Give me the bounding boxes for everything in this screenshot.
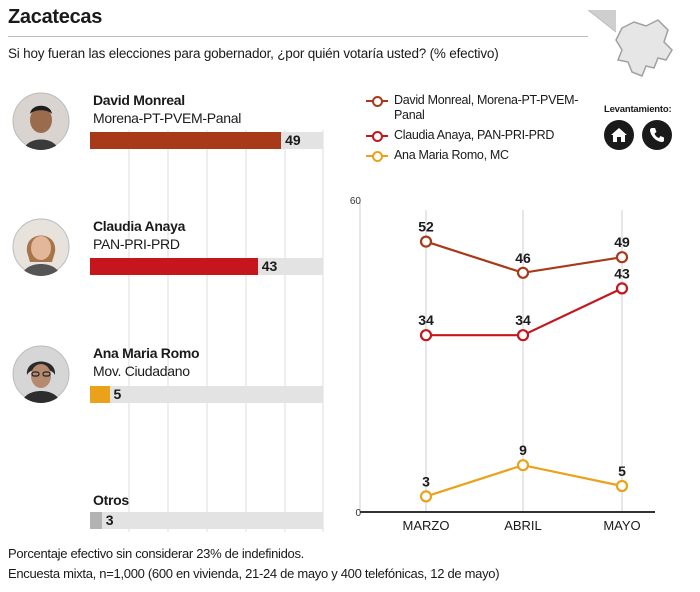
footnote-methodology: Encuesta mixta, n=1,000 (600 en vivienda… — [8, 566, 500, 581]
data-point — [419, 490, 433, 503]
x-tick-label: MAYO — [603, 518, 640, 533]
data-label: 46 — [515, 250, 531, 266]
avatar-claudia-anaya — [12, 218, 70, 276]
x-tick-label: MARZO — [403, 518, 450, 533]
candidate-name-monreal: David Monreal — [93, 92, 185, 108]
data-label: 3 — [422, 473, 430, 489]
legend-swatch-anaya — [366, 131, 388, 142]
page-title: Zacatecas — [8, 6, 103, 28]
survey-question: Si hoy fueran las elecciones para gobern… — [8, 46, 499, 61]
data-point — [615, 282, 629, 295]
data-label: 34 — [418, 312, 434, 328]
candidate-name-anaya: Claudia Anaya — [93, 218, 186, 234]
bar-value-label: 49 — [285, 132, 301, 148]
data-label: 9 — [519, 442, 527, 458]
data-point — [516, 266, 530, 279]
bar-value-label: 43 — [261, 258, 278, 274]
candidate-name-romo: Ana Maria Romo — [93, 345, 200, 361]
data-label: 49 — [614, 234, 630, 250]
data-point — [615, 251, 629, 264]
bar-value-label: 3 — [105, 512, 114, 528]
candidate-party-romo: Mov. Ciudadano — [93, 363, 190, 379]
bar-value-label: 5 — [113, 386, 122, 402]
zacatecas-map-icon — [588, 10, 673, 77]
data-label: 43 — [614, 265, 630, 281]
data-label: 52 — [418, 219, 434, 235]
data-point — [516, 329, 530, 342]
data-point — [615, 479, 629, 493]
footnote-undecided: Porcentaje efectivo sin considerar 23% d… — [8, 546, 304, 561]
y-tick-label: 0 — [355, 508, 361, 519]
data-point — [516, 459, 530, 472]
title-divider — [8, 36, 588, 37]
legend-swatch-monreal — [366, 96, 388, 107]
bar-track — [90, 512, 323, 529]
legend-label-anaya: Claudia Anaya, PAN-PRI-PRD — [394, 128, 555, 142]
bar-track — [90, 386, 323, 403]
candidate-party-monreal: Morena-PT-PVEM-Panal — [93, 110, 242, 126]
bar-2 — [90, 386, 110, 403]
avatar-ana-maria-romo — [12, 345, 70, 403]
house-icon — [604, 120, 634, 150]
candidate-party-anaya: PAN-PRI-PRD — [93, 236, 180, 252]
bar-0 — [90, 132, 282, 149]
y-tick-label: 60 — [350, 196, 362, 207]
bar-1 — [90, 258, 258, 275]
survey-method-label: Levantamiento: — [604, 104, 672, 115]
x-tick-label: ABRIL — [504, 518, 542, 533]
avatar-david-monreal — [12, 92, 70, 150]
legend-label-monreal: David Monreal, Morena-PT-PVEM-Panal — [394, 93, 579, 122]
data-point — [419, 329, 433, 342]
phone-icon — [642, 120, 672, 150]
candidate-name-otros: Otros — [93, 492, 129, 508]
bar-3 — [90, 512, 102, 529]
legend-label-romo: Ana Maria Romo, MC — [394, 148, 509, 162]
data-point — [419, 235, 433, 248]
data-label: 34 — [515, 312, 531, 328]
data-label: 5 — [618, 463, 626, 479]
legend-swatch-romo — [366, 151, 388, 162]
